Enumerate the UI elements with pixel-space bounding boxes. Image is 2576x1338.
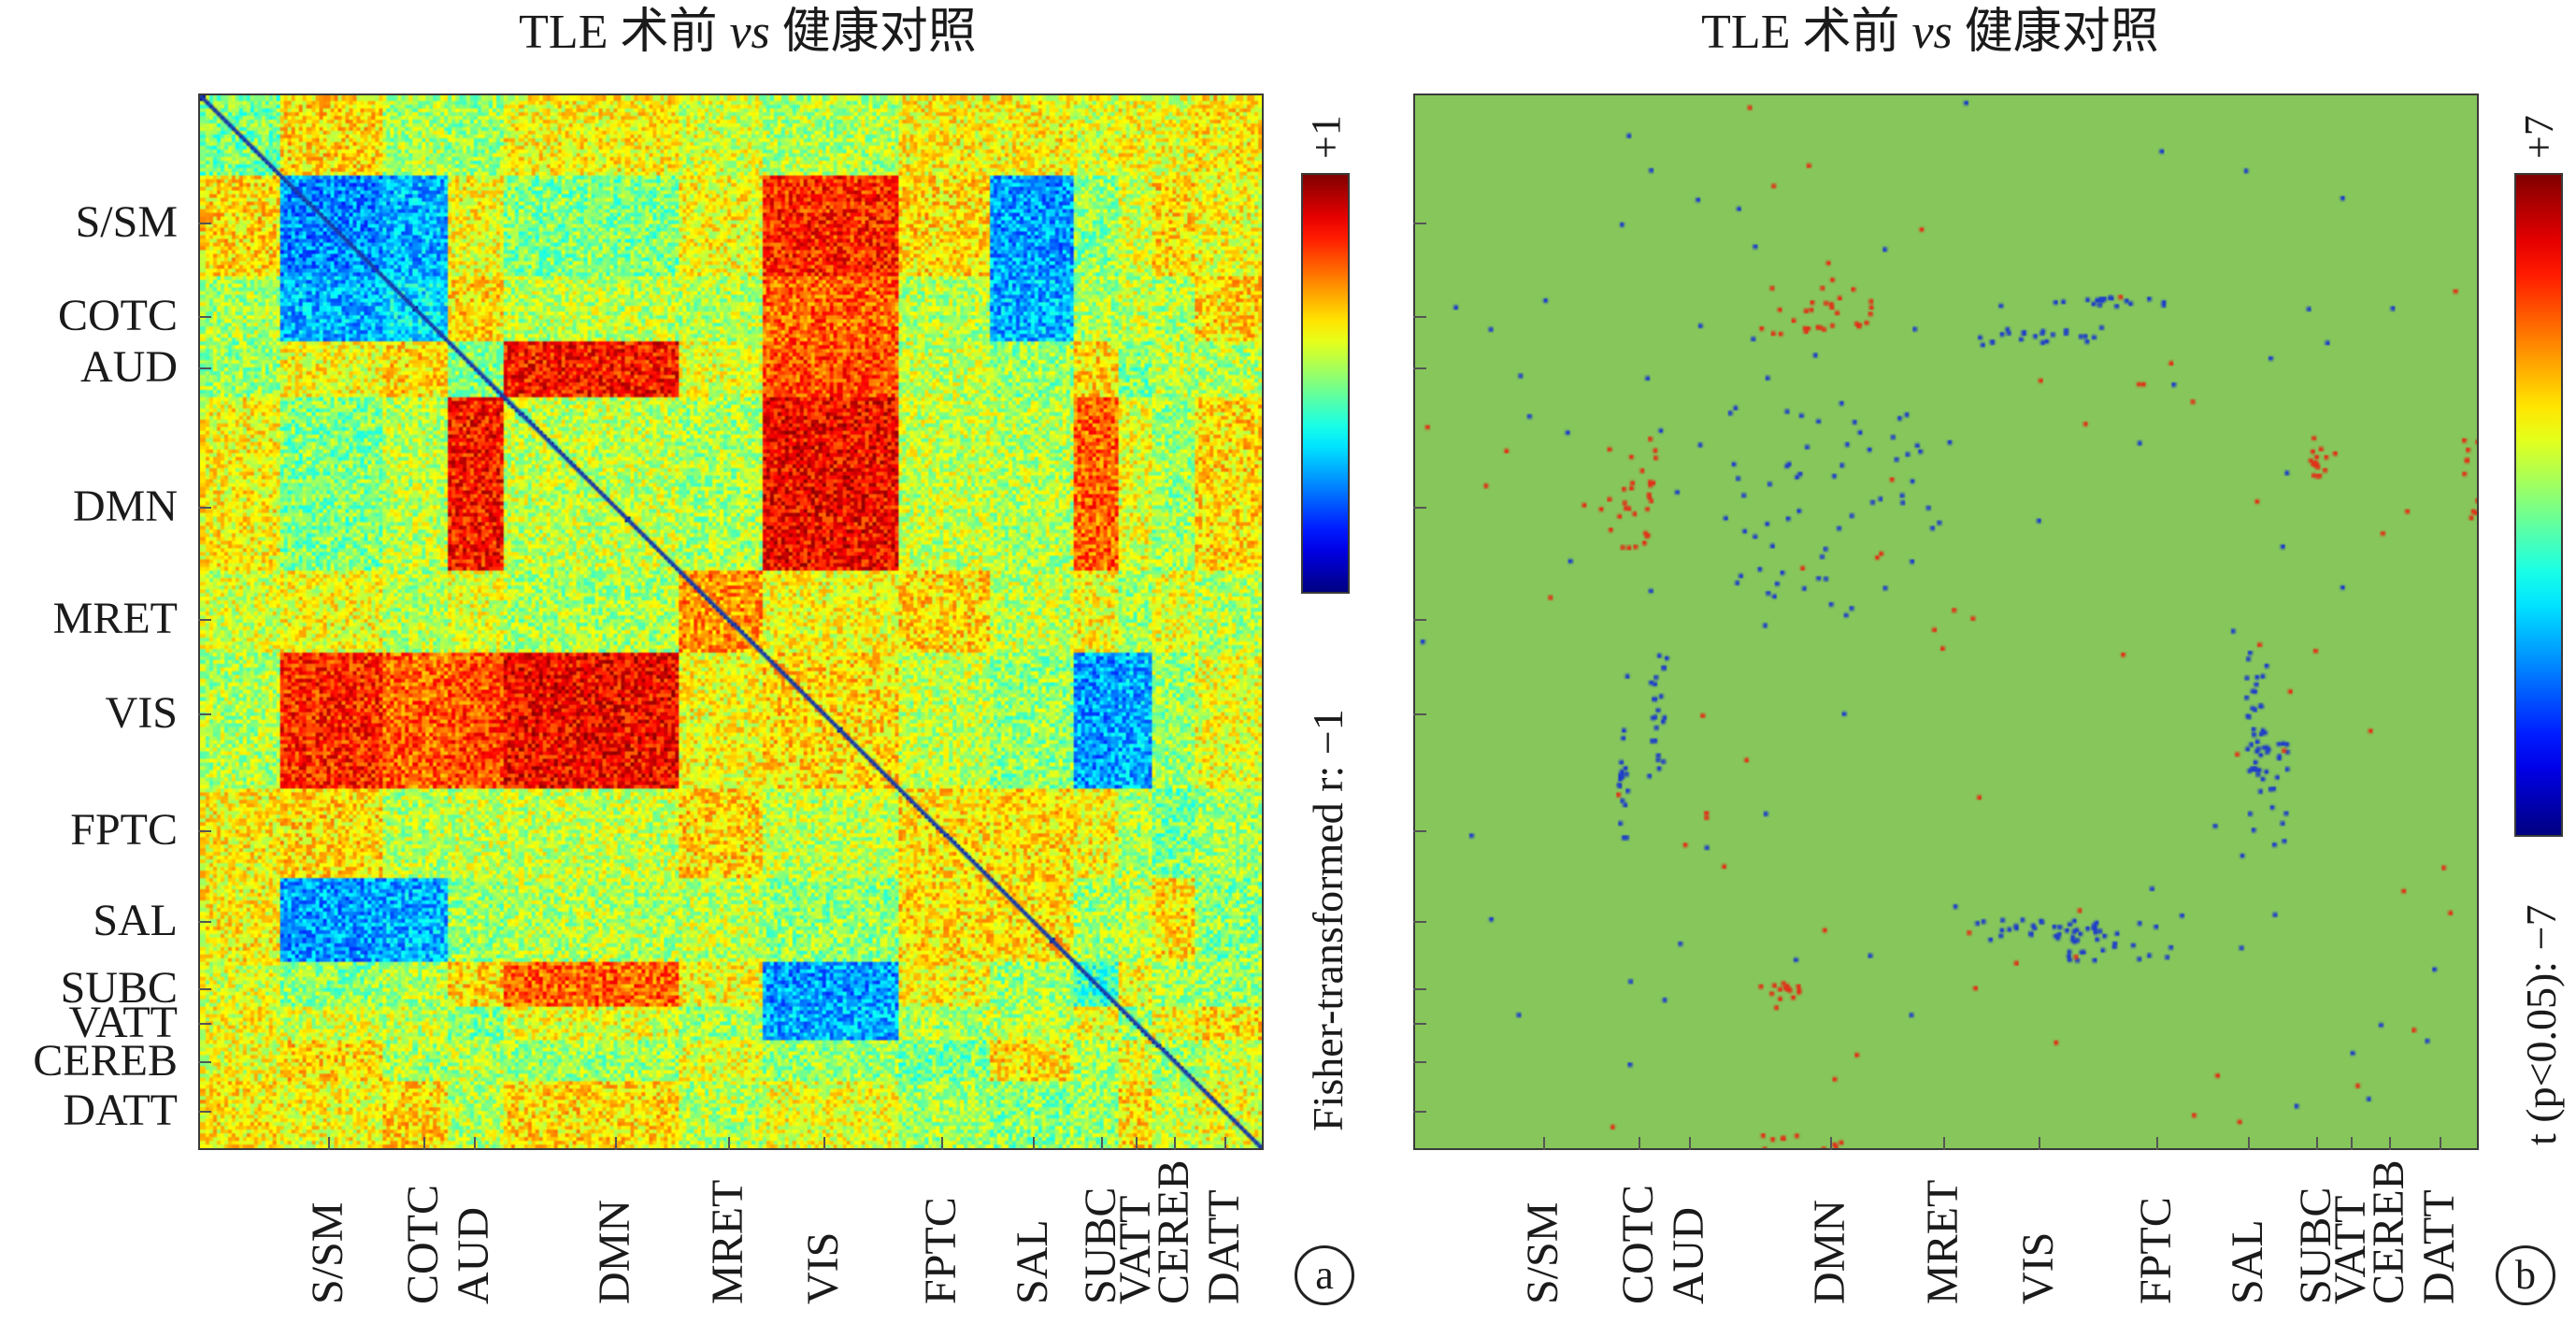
colorbar-a xyxy=(1301,173,1350,594)
row-tick xyxy=(1413,222,1426,224)
row-label-mret: MRET xyxy=(52,593,178,643)
row-label-sal: SAL xyxy=(93,895,178,945)
col-label-vis: VIS xyxy=(798,1231,849,1304)
colorbar-a-max-label: +1 xyxy=(1303,115,1349,159)
colorbar-b-max-label: +7 xyxy=(2516,115,2562,159)
col-tick xyxy=(2439,1137,2441,1150)
col-label-mret: MRET xyxy=(1917,1179,1968,1304)
panel-a-title: TLE 术前 vs 健康对照 xyxy=(519,6,977,59)
col-label-datt: DATT xyxy=(2413,1189,2464,1304)
row-tick xyxy=(1413,713,1426,716)
row-tick xyxy=(1413,1023,1426,1026)
row-label-fptc: FPTC xyxy=(70,804,178,855)
col-tick xyxy=(1032,1137,1035,1150)
row-label-datt: DATT xyxy=(63,1086,178,1136)
row-tick xyxy=(198,1061,211,1064)
correlation-matrix-heatmap xyxy=(198,94,1264,1150)
col-tick xyxy=(1942,1137,1945,1150)
col-label-datt: DATT xyxy=(1198,1189,1249,1304)
col-tick xyxy=(2247,1137,2250,1150)
col-tick xyxy=(1829,1137,1832,1150)
col-label-cereb: CEREB xyxy=(2364,1159,2414,1304)
col-tick xyxy=(474,1137,477,1150)
row-tick xyxy=(198,316,211,319)
row-label-vis: VIS xyxy=(105,688,178,739)
row-tick xyxy=(198,1023,211,1026)
col-tick xyxy=(1224,1137,1226,1150)
row-label-dmn: DMN xyxy=(72,481,178,531)
col-label-dmn: DMN xyxy=(1804,1199,1854,1304)
col-label-fptc: FPTC xyxy=(2130,1197,2181,1304)
col-tick xyxy=(1174,1137,1177,1150)
col-label-aud: AUD xyxy=(1664,1207,1714,1304)
row-tick xyxy=(198,506,211,509)
colorbar-b xyxy=(2514,173,2563,837)
row-tick xyxy=(1413,988,1426,991)
col-tick xyxy=(940,1137,943,1150)
row-label-cereb: CEREB xyxy=(33,1036,178,1086)
col-tick xyxy=(1689,1137,1692,1150)
col-label-fptc: FPTC xyxy=(915,1197,966,1304)
row-label-s-sm: S/SM xyxy=(75,196,178,247)
row-label-subc: SUBC xyxy=(60,963,178,1014)
col-label-cotc: COTC xyxy=(397,1184,448,1304)
row-tick xyxy=(1413,1061,1426,1064)
col-tick xyxy=(614,1137,617,1150)
row-tick xyxy=(1413,920,1426,923)
col-label-s-sm: S/SM xyxy=(1518,1201,1568,1304)
row-tick xyxy=(1413,829,1426,832)
row-tick xyxy=(198,618,211,621)
row-tick xyxy=(1413,1111,1426,1114)
col-tick xyxy=(2155,1137,2158,1150)
col-label-cotc: COTC xyxy=(1612,1184,1663,1304)
row-label-cotc: COTC xyxy=(57,291,178,341)
col-tick xyxy=(823,1137,826,1150)
colorbar-b-title: t (p<0.05): −7 xyxy=(2517,904,2565,1145)
col-label-vis: VIS xyxy=(2013,1231,2064,1304)
col-label-cereb: CEREB xyxy=(1149,1159,1199,1304)
correlation-matrix-canvas xyxy=(200,95,1262,1148)
row-tick xyxy=(198,367,211,369)
col-tick xyxy=(1136,1137,1138,1150)
row-tick xyxy=(1413,506,1426,509)
col-tick xyxy=(1543,1137,1546,1150)
row-tick xyxy=(198,829,211,832)
col-tick xyxy=(328,1137,331,1150)
col-label-aud: AUD xyxy=(449,1207,499,1304)
col-label-sal: SAL xyxy=(1007,1219,1057,1304)
colorbar-a-title: Fisher-transformed r: −1 xyxy=(1304,709,1352,1131)
col-tick xyxy=(2039,1137,2041,1150)
row-tick xyxy=(198,713,211,716)
row-tick xyxy=(198,988,211,991)
row-tick xyxy=(1413,367,1426,369)
row-tick xyxy=(1413,316,1426,319)
col-tick xyxy=(2389,1137,2392,1150)
col-tick xyxy=(727,1137,730,1150)
col-tick xyxy=(2351,1137,2354,1150)
row-tick xyxy=(198,222,211,224)
col-tick xyxy=(2315,1137,2318,1150)
panel-b-badge: b xyxy=(2496,1245,2555,1305)
row-tick xyxy=(1413,618,1426,621)
row-tick xyxy=(198,1111,211,1114)
col-tick xyxy=(422,1137,425,1150)
row-label-vatt: VATT xyxy=(68,998,178,1048)
col-tick xyxy=(1100,1137,1103,1150)
row-tick xyxy=(198,920,211,923)
panel-a-badge: a xyxy=(1295,1245,1354,1305)
col-tick xyxy=(1638,1137,1640,1150)
col-label-sal: SAL xyxy=(2222,1219,2272,1304)
col-label-s-sm: S/SM xyxy=(303,1201,353,1304)
t-statistic-matrix-heatmap xyxy=(1413,94,2479,1150)
panel-b-title: TLE 术前 vs 健康对照 xyxy=(1701,6,2159,59)
col-label-mret: MRET xyxy=(702,1179,752,1304)
t-statistic-matrix-canvas xyxy=(1415,95,2477,1148)
row-label-aud: AUD xyxy=(80,341,178,392)
col-label-dmn: DMN xyxy=(589,1199,639,1304)
